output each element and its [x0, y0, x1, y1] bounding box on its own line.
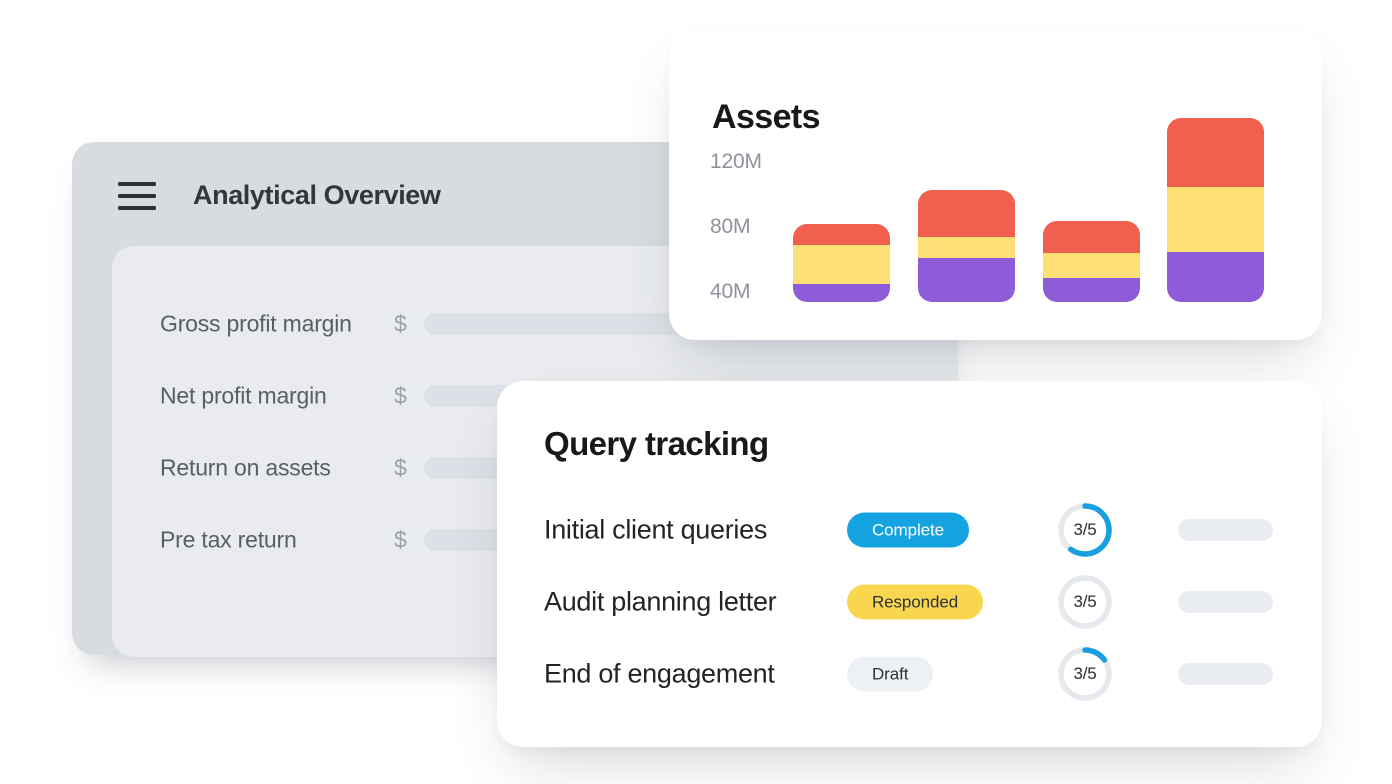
status-badge: Responded: [847, 584, 984, 620]
query-row: Initial client queries Complete 3/5: [497, 494, 1322, 566]
bar-segment-bottom-segment-purple: [1167, 251, 1264, 302]
bar-segment-bottom-segment-purple: [793, 284, 890, 302]
metric-label: Pre tax return: [160, 526, 297, 553]
assets-title: Assets: [712, 98, 821, 136]
y-axis-tick-label: 40M: [710, 280, 751, 304]
query-row: End of engagement Draft 3/5: [497, 638, 1322, 710]
query-tracking-card: Query tracking Initial client queries Co…: [497, 381, 1322, 747]
stacked-bar: [1167, 118, 1264, 302]
query-label: Audit planning letter: [544, 586, 777, 617]
metric-label: Return on assets: [160, 454, 331, 481]
progress-ring: 3/5: [1058, 647, 1112, 701]
row-placeholder-bar: [1178, 663, 1273, 685]
currency-symbol: $: [394, 310, 407, 337]
stacked-bar: [1043, 220, 1140, 302]
progress-text: 3/5: [1073, 664, 1097, 683]
analytical-overview-title: Analytical Overview: [193, 180, 441, 210]
assets-stacked-bar-chart: 120M 80M 40M: [669, 31, 1322, 340]
query-tracking-title: Query tracking: [544, 425, 769, 462]
status-badge: Draft: [847, 656, 934, 692]
stacked-bar: [793, 224, 890, 302]
bar-segment-top-segment-red: [793, 224, 890, 246]
bar-segment-top-segment-red: [918, 189, 1015, 237]
progress-text: 3/5: [1073, 592, 1097, 611]
currency-symbol: $: [394, 382, 407, 409]
bar-segment-top-segment-red: [1043, 220, 1140, 254]
hamburger-menu-icon[interactable]: [118, 182, 156, 210]
currency-symbol: $: [394, 526, 407, 553]
bar-segment-top-segment-red: [1167, 118, 1264, 187]
progress-text: 3/5: [1073, 520, 1097, 539]
hamburger-bar: [118, 206, 156, 210]
row-placeholder-bar: [1178, 591, 1273, 613]
status-badge: Complete: [847, 512, 969, 548]
metric-label: Net profit margin: [160, 382, 327, 409]
bar-segment-middle-segment-yellow: [918, 237, 1015, 259]
metric-label: Gross profit margin: [160, 310, 352, 337]
assets-card: Assets 120M 80M 40M: [669, 31, 1322, 340]
row-placeholder-bar: [1178, 519, 1273, 541]
hamburger-bar: [118, 182, 156, 186]
progress-ring: 3/5: [1058, 503, 1112, 557]
bar-segment-middle-segment-yellow: [1043, 253, 1140, 278]
query-row: Audit planning letter Responded 3/5: [497, 566, 1322, 638]
query-label: Initial client queries: [544, 514, 768, 545]
bar-segment-bottom-segment-purple: [918, 258, 1015, 302]
progress-ring: 3/5: [1058, 575, 1112, 629]
bar-segment-middle-segment-yellow: [793, 245, 890, 285]
bar-segment-bottom-segment-purple: [1043, 277, 1140, 302]
query-label: End of engagement: [544, 658, 775, 689]
y-axis-tick-label: 80M: [710, 215, 751, 239]
hamburger-bar: [118, 194, 156, 198]
bar-segment-middle-segment-yellow: [1167, 186, 1264, 252]
stacked-bar: [918, 189, 1015, 302]
y-axis-tick-label: 120M: [710, 150, 762, 174]
currency-symbol: $: [394, 454, 407, 481]
